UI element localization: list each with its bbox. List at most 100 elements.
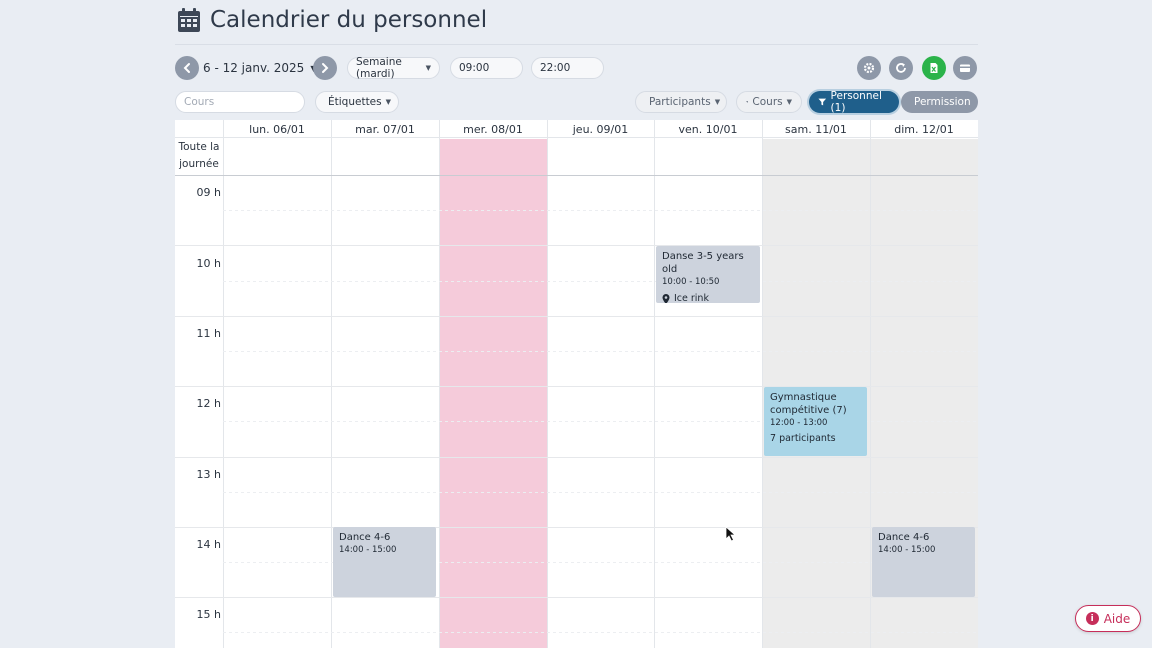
end-time-input[interactable]: 22:00: [531, 57, 604, 79]
date-range-label: 6 - 12 janv. 2025: [203, 61, 305, 75]
next-week-button[interactable]: [313, 56, 337, 80]
date-range-selector[interactable]: 6 - 12 janv. 2025 ▼: [203, 58, 316, 78]
courses-filter[interactable]: Cours ▼: [736, 91, 802, 113]
hour-line: [175, 386, 978, 387]
event-participants: 7 participants: [770, 433, 836, 444]
refresh-icon: [896, 63, 906, 73]
settings-button[interactable]: [857, 56, 881, 80]
help-button[interactable]: i Aide: [1075, 605, 1141, 632]
participants-filter[interactable]: Participants ▼: [635, 91, 727, 113]
grid-line: [547, 120, 548, 648]
hour-line: [175, 245, 978, 246]
grid-line: [223, 120, 224, 648]
hour-line: [175, 457, 978, 458]
view-select-value: Semaine (mardi): [356, 56, 402, 80]
map-pin-icon: [662, 293, 670, 303]
search-placeholder: Cours: [184, 96, 215, 108]
card-icon: [960, 64, 970, 72]
hour-label: 09 h: [196, 186, 221, 199]
divider: [175, 44, 978, 45]
event-time: 14:00 - 15:00: [339, 545, 397, 555]
day-header: jeu. 09/01: [572, 122, 629, 136]
print-button[interactable]: [953, 56, 977, 80]
hour-label: 14 h: [196, 538, 221, 551]
event-time: 10:00 - 10:50: [662, 277, 720, 287]
staff-filter-label: Personnel (1): [830, 90, 882, 114]
grid-line: [331, 120, 332, 648]
day-header: mer. 08/01: [463, 122, 523, 136]
tags-label: Étiquettes: [328, 96, 382, 108]
day-header: ven. 10/01: [678, 122, 738, 136]
chevron-right-icon: [322, 63, 329, 73]
day-header: lun. 06/01: [249, 122, 305, 136]
grid-line: [439, 120, 440, 648]
permission-filter-label: Permission: [914, 96, 971, 108]
gear-icon: [863, 62, 875, 74]
calendar-event[interactable]: Gymnastique compétitive (7) 12:00 - 13:0…: [764, 387, 867, 456]
end-time-value: 22:00: [540, 62, 571, 74]
tags-dropdown[interactable]: Étiquettes ▼: [315, 91, 399, 113]
participants-filter-label: Participants: [649, 96, 711, 108]
half-hour-line: [223, 210, 978, 211]
chevron-left-icon: [183, 63, 190, 73]
event-time: 12:00 - 13:00: [770, 418, 828, 428]
half-hour-line: [223, 632, 978, 633]
caret-down-icon: ▼: [786, 98, 792, 106]
view-select[interactable]: Semaine (mardi) ▼: [347, 56, 440, 80]
half-hour-line: [223, 562, 978, 563]
grid-line: [870, 120, 871, 648]
event-title: Danse 3-5 years old: [662, 251, 744, 275]
day-header: sam. 11/01: [785, 122, 847, 136]
calendar-icon: [178, 8, 200, 32]
info-icon: i: [1085, 612, 1099, 625]
hour-label: 12 h: [196, 397, 221, 410]
highlighted-day-column: [439, 139, 547, 648]
caret-down-icon: ▼: [714, 98, 721, 106]
start-time-input[interactable]: 09:00: [450, 57, 523, 79]
half-hour-line: [223, 492, 978, 493]
all-day-divider: [175, 175, 978, 176]
all-day-label: Toute la journée: [175, 139, 223, 175]
filter-icon: [818, 98, 827, 106]
staff-filter[interactable]: Personnel (1): [809, 90, 899, 114]
filter-icon: [746, 101, 749, 103]
all-day-label-line: journée: [179, 158, 219, 170]
event-title: Gymnastique compétitive (7): [770, 392, 847, 416]
refresh-button[interactable]: [889, 56, 913, 80]
all-day-label-line: Toute la: [178, 141, 220, 153]
half-hour-line: [223, 281, 978, 282]
hour-label: 11 h: [196, 327, 221, 340]
export-excel-button[interactable]: [922, 56, 946, 80]
previous-week-button[interactable]: [175, 56, 199, 80]
half-hour-line: [223, 351, 978, 352]
calendar-event[interactable]: Dance 4-6 14:00 - 15:00: [333, 527, 436, 597]
half-hour-line: [223, 421, 978, 422]
day-header-row: lun. 06/01 mar. 07/01 mer. 08/01 jeu. 09…: [175, 120, 978, 138]
calendar-event[interactable]: Dance 4-6 14:00 - 15:00: [872, 527, 975, 597]
course-search-input[interactable]: Cours: [175, 91, 305, 113]
grid-line: [654, 120, 655, 648]
day-header: mar. 07/01: [355, 122, 415, 136]
event-location-label: Ice rink: [674, 293, 709, 303]
start-time-value: 09:00: [459, 62, 490, 74]
permission-filter[interactable]: Permission: [901, 91, 978, 113]
hour-label: 13 h: [196, 468, 221, 481]
calendar-event[interactable]: Danse 3-5 years old 10:00 - 10:50 Ice ri…: [656, 246, 760, 303]
event-time: 14:00 - 15:00: [878, 545, 936, 555]
hour-label: 10 h: [196, 257, 221, 270]
day-header: dim. 12/01: [894, 122, 954, 136]
excel-file-icon: [930, 63, 938, 73]
hour-line: [175, 527, 978, 528]
event-location: Ice rink: [662, 293, 754, 303]
grid-line: [762, 120, 763, 648]
hour-label: 15 h: [196, 608, 221, 621]
courses-filter-label: Cours: [752, 96, 783, 108]
page-header: Calendrier du personnel: [178, 5, 487, 35]
help-label: Aide: [1103, 611, 1131, 626]
week-calendar: lun. 06/01 mar. 07/01 mer. 08/01 jeu. 09…: [175, 120, 978, 648]
mouse-cursor-icon: [725, 526, 737, 542]
page-title: Calendrier du personnel: [210, 7, 488, 33]
event-title: Dance 4-6: [339, 532, 391, 543]
event-title: Dance 4-6: [878, 532, 930, 543]
hour-line: [175, 597, 978, 598]
